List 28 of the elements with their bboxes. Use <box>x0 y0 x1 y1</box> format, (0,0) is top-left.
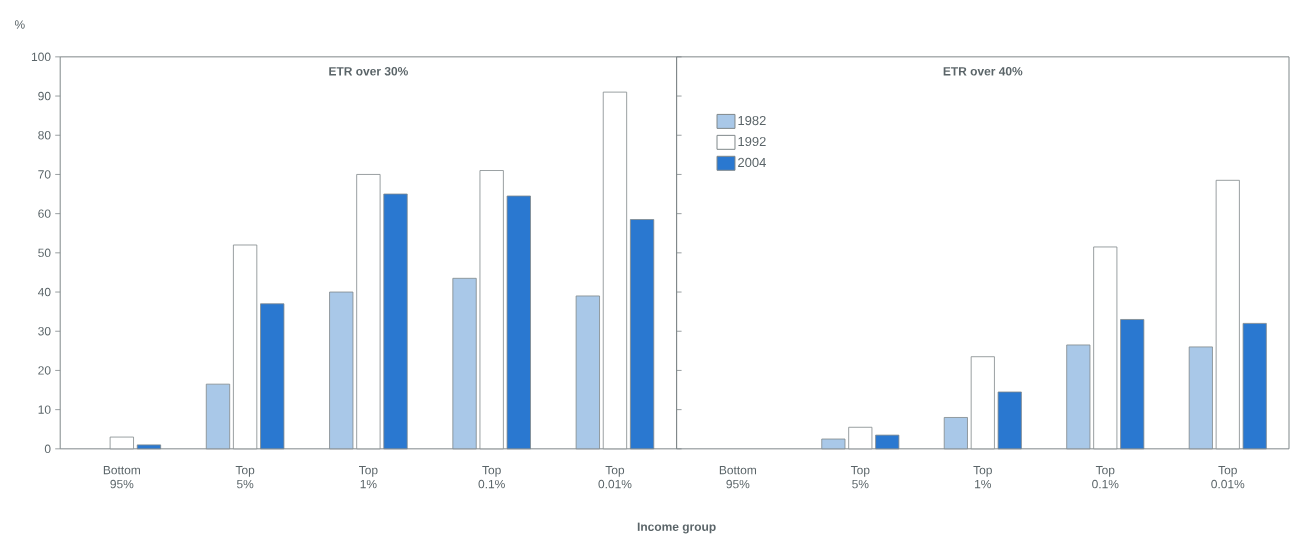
x-tick-label: Top 5% <box>235 466 255 489</box>
y-tick-label: 30 <box>38 327 51 336</box>
y-tick-label: 90 <box>38 92 51 101</box>
y-tick-label: 60 <box>38 209 51 219</box>
text: ETR over 30% <box>329 67 408 76</box>
legend-label: 2004 <box>738 158 766 168</box>
x-tick-label: Bottom 95% <box>719 466 757 489</box>
x-tick-label: Top 0.1% <box>478 466 505 489</box>
y-tick-label: 70 <box>38 170 51 179</box>
y-tick-label: 50 <box>38 248 51 258</box>
legend-label: 1982 <box>738 116 766 126</box>
x-axis-title: Income group <box>637 522 716 534</box>
x-tick-label: Top 0.01% <box>1211 466 1245 489</box>
x-tick-label: Top 5% <box>850 466 870 489</box>
legend-label: 1992 <box>738 137 766 147</box>
x-tick-label: Bottom 95% <box>103 466 140 489</box>
y-tick-label: 10 <box>38 405 51 415</box>
y-tick-label: 80 <box>38 131 51 140</box>
y-axis-title: % <box>14 20 25 29</box>
x-tick-label: Top 0.1% <box>1092 466 1119 489</box>
x-tick-label: Top 1% <box>973 466 992 489</box>
text: ETR over 40% <box>943 67 1023 76</box>
x-tick-label: Top 0.01% <box>598 466 632 489</box>
y-tick-label: 0 <box>44 444 51 454</box>
y-tick-label: 20 <box>38 366 51 375</box>
x-tick-label: Top 1% <box>359 466 378 489</box>
y-tick-label: 100 <box>31 52 51 62</box>
y-tick-label: 40 <box>37 288 51 297</box>
